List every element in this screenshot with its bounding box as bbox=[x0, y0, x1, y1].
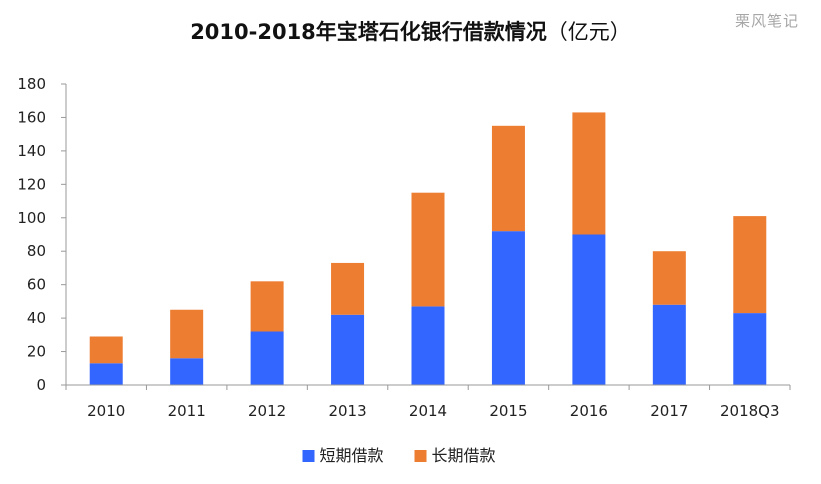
y-axis: 0 20 40 60 80 100 120 140 160 180 bbox=[17, 75, 67, 394]
y-tick-label: 100 bbox=[17, 209, 46, 227]
legend-label: 长期借款 bbox=[432, 446, 496, 465]
bar-long-term-2017 bbox=[652, 251, 686, 305]
x-tick-label: 2012 bbox=[248, 402, 286, 420]
y-tick-label: 60 bbox=[27, 276, 46, 294]
legend-label: 短期借款 bbox=[320, 446, 384, 465]
chart-title: 2010-2018年宝塔石化银行借款情况（亿元） bbox=[0, 16, 821, 46]
bar-short-term-2012 bbox=[250, 331, 284, 385]
bar-short-term-2016 bbox=[572, 234, 606, 385]
bar-short-term-2018Q3 bbox=[733, 313, 767, 385]
bar-short-term-2013 bbox=[331, 314, 365, 385]
bar-long-term-2014 bbox=[411, 192, 445, 307]
x-tick-label: 2014 bbox=[409, 402, 447, 420]
x-tick-label: 2016 bbox=[570, 402, 608, 420]
chart-title-text: 2010-2018年宝塔石化银行借款情况 bbox=[190, 20, 547, 44]
bar-long-term-2015 bbox=[491, 125, 525, 232]
x-tick-label: 2015 bbox=[489, 402, 527, 420]
y-tick-label: 180 bbox=[17, 75, 46, 93]
bar-long-term-2011 bbox=[170, 309, 204, 359]
watermark: 栗风笔记 bbox=[734, 12, 799, 30]
y-tick-label: 80 bbox=[27, 242, 46, 260]
x-tick-label: 2018Q3 bbox=[720, 402, 780, 420]
y-tick-label: 40 bbox=[27, 309, 46, 327]
bar-long-term-2012 bbox=[250, 281, 284, 332]
bar-short-term-2017 bbox=[652, 304, 686, 385]
bar-short-term-2014 bbox=[411, 306, 445, 385]
x-axis: 2010 2011 2012 2013 2014 2015 2016 2017 2018Q3 bbox=[65, 384, 791, 420]
bar-long-term-2016 bbox=[572, 112, 606, 235]
y-tick-label: 20 bbox=[27, 343, 46, 361]
bar-short-term-2010 bbox=[89, 363, 123, 385]
legend: 短期借款 长期借款 bbox=[302, 446, 496, 465]
legend-swatch bbox=[414, 450, 427, 462]
bars bbox=[89, 112, 767, 385]
y-tick-label: 140 bbox=[17, 142, 46, 160]
chart-title-unit: （亿元） bbox=[546, 20, 631, 44]
x-tick-label: 2010 bbox=[87, 402, 125, 420]
bar-long-term-2018Q3 bbox=[733, 216, 767, 314]
bar-long-term-2013 bbox=[331, 262, 365, 315]
bar-short-term-2015 bbox=[491, 231, 525, 385]
legend-swatch bbox=[302, 450, 315, 462]
x-tick-label: 2017 bbox=[650, 402, 688, 420]
y-tick-label: 0 bbox=[36, 376, 46, 394]
bar-short-term-2011 bbox=[170, 358, 204, 385]
y-tick-label: 120 bbox=[17, 175, 46, 193]
y-tick-label: 160 bbox=[17, 108, 46, 126]
bar-long-term-2010 bbox=[89, 336, 123, 364]
x-tick-label: 2013 bbox=[328, 402, 366, 420]
x-tick-label: 2011 bbox=[168, 402, 206, 420]
